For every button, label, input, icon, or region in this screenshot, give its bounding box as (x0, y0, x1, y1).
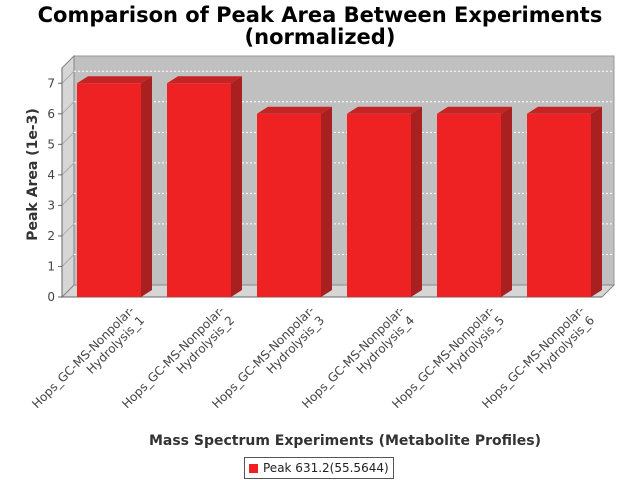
bar-side (501, 106, 512, 297)
bar-top (77, 76, 152, 84)
y-tick-label: 2 (47, 229, 55, 243)
bar-side (231, 76, 242, 298)
bar-top (257, 106, 332, 114)
gridline-diagonal (61, 131, 75, 145)
bar-front (527, 113, 591, 297)
y-tick-label: 5 (47, 137, 55, 151)
bar-front (167, 83, 231, 298)
bar-front (437, 113, 501, 297)
y-tick-label: 7 (47, 76, 55, 90)
bar (167, 76, 242, 298)
bar-side (591, 106, 602, 297)
bar (77, 76, 152, 298)
x-axis-title: Mass Spectrum Experiments (Metabolite Pr… (149, 433, 541, 449)
gridline-diagonal (61, 254, 75, 267)
y-tick-label: 4 (47, 168, 55, 182)
y-tick-label: 0 (47, 290, 55, 304)
bar (257, 106, 332, 297)
gridline-diagonal (61, 223, 75, 237)
y-tick-label: 3 (47, 198, 55, 212)
y-axis-title: Peak Area (1e-3) (25, 108, 41, 241)
bar-front (257, 113, 321, 297)
y-tick-label: 1 (47, 259, 55, 273)
gridline-diagonal (61, 162, 75, 176)
bar-top (167, 76, 242, 84)
gridline-diagonal (61, 193, 75, 206)
bar-side (411, 106, 422, 297)
bar (347, 106, 422, 297)
bar-top (527, 106, 602, 114)
bar-side (321, 106, 332, 297)
gridline-diagonal (61, 70, 75, 84)
legend-label: Peak 631.2(55.5644) (263, 461, 389, 475)
bar-front (347, 113, 411, 297)
bar-top (437, 106, 512, 114)
chart-title-line2: (normalized) (244, 25, 396, 49)
gridline-diagonal (61, 101, 75, 115)
bar-side (141, 76, 152, 298)
bar (437, 106, 512, 297)
bar-front (77, 83, 141, 298)
bar-top (347, 106, 422, 114)
legend-swatch (249, 463, 258, 473)
chart-title-line1: Comparison of Peak Area Between Experime… (37, 3, 603, 27)
x-tick-label: Hops_GC-MS-Nonpolar- (29, 303, 137, 411)
legend: Peak 631.2(55.5644) (244, 457, 394, 479)
bar (527, 106, 602, 297)
y-tick-label: 6 (47, 107, 55, 121)
